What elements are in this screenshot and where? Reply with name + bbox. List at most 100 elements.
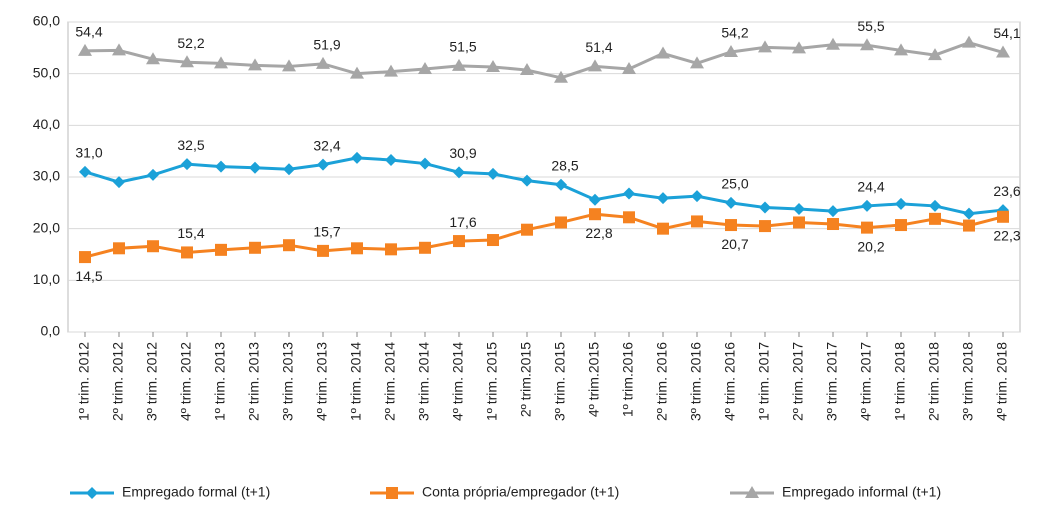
data-point bbox=[146, 52, 160, 65]
data-point bbox=[521, 174, 533, 187]
data-point bbox=[827, 218, 839, 231]
data-point bbox=[452, 58, 466, 71]
data-point bbox=[214, 56, 228, 69]
y-tick-label: 40,0 bbox=[33, 116, 60, 132]
data-point bbox=[385, 243, 397, 256]
data-point bbox=[79, 165, 91, 178]
data-point bbox=[282, 59, 296, 72]
data-point bbox=[215, 160, 227, 173]
data-label: 54,1 bbox=[993, 25, 1020, 41]
data-point bbox=[759, 220, 771, 233]
data-label: 28,5 bbox=[551, 157, 578, 173]
data-point bbox=[249, 241, 261, 254]
x-tick-label: 3º trim. 2016 bbox=[688, 342, 704, 421]
data-point bbox=[826, 37, 840, 50]
data-point bbox=[453, 166, 465, 179]
data-point bbox=[147, 240, 159, 253]
data-label: 54,4 bbox=[75, 24, 102, 40]
data-point bbox=[419, 157, 431, 170]
data-point bbox=[486, 59, 500, 72]
data-label: 54,2 bbox=[721, 25, 748, 41]
series-line bbox=[84, 212, 1004, 259]
data-label: 30,9 bbox=[449, 145, 476, 161]
x-tick-label: 3º trim. 2012 bbox=[144, 342, 160, 421]
data-point bbox=[895, 219, 907, 232]
data-point bbox=[962, 35, 976, 48]
series-line bbox=[84, 156, 1004, 216]
x-tick-label: 3º trim. 2018 bbox=[960, 342, 976, 421]
x-tick-label: 1º trim. 2018 bbox=[892, 342, 908, 421]
data-label: 52,2 bbox=[177, 35, 204, 51]
legend-label: Empregado formal (t+1) bbox=[122, 484, 270, 500]
x-tick-label: 1º trim. 2015 bbox=[484, 342, 500, 421]
data-point bbox=[894, 43, 908, 56]
data-point bbox=[657, 222, 669, 235]
x-tick-label: 4º trim. 2017 bbox=[858, 342, 874, 421]
x-tick-label: 2º trim. 2016 bbox=[654, 342, 670, 421]
data-point bbox=[963, 207, 975, 220]
x-tick-label: 1º trim. 2017 bbox=[756, 342, 772, 421]
data-point bbox=[725, 196, 737, 209]
data-label: 17,6 bbox=[449, 214, 476, 230]
data-point bbox=[180, 55, 194, 68]
data-label: 23,6 bbox=[993, 183, 1020, 199]
data-label: 22,8 bbox=[585, 225, 612, 241]
data-point bbox=[725, 219, 737, 232]
data-point bbox=[78, 43, 92, 56]
x-tick-label: 2º trim.2015 bbox=[518, 342, 534, 417]
data-point bbox=[963, 219, 975, 232]
data-label: 32,4 bbox=[313, 137, 340, 153]
data-label: 51,9 bbox=[313, 37, 340, 53]
data-point bbox=[215, 243, 227, 256]
data-point bbox=[419, 241, 431, 254]
data-label: 25,0 bbox=[721, 176, 748, 192]
series-line bbox=[84, 41, 1004, 80]
data-label: 20,7 bbox=[721, 236, 748, 252]
data-point bbox=[418, 62, 432, 75]
x-tick-label: 2º trim. 2018 bbox=[926, 342, 942, 421]
data-point bbox=[351, 242, 363, 255]
data-point bbox=[861, 221, 873, 234]
data-label: 20,2 bbox=[857, 238, 884, 254]
data-point bbox=[860, 38, 874, 51]
data-point bbox=[827, 205, 839, 218]
data-point bbox=[453, 235, 465, 248]
data-point bbox=[589, 208, 601, 221]
x-tick-label: 2º trim. 2012 bbox=[110, 342, 126, 421]
data-label: 22,3 bbox=[993, 227, 1020, 243]
data-point bbox=[996, 45, 1010, 58]
data-label: 55,5 bbox=[857, 18, 884, 34]
data-point bbox=[487, 167, 499, 180]
data-point bbox=[113, 176, 125, 189]
data-point bbox=[929, 199, 941, 212]
data-point bbox=[724, 44, 738, 57]
data-point bbox=[759, 201, 771, 214]
data-point bbox=[79, 251, 91, 264]
data-point bbox=[555, 216, 567, 229]
x-tick-label: 4º trim. 2012 bbox=[178, 342, 194, 421]
data-point bbox=[487, 234, 499, 247]
data-point bbox=[622, 62, 636, 75]
data-point bbox=[793, 216, 805, 229]
x-tick-label: 1º trim.2016 bbox=[620, 342, 636, 417]
data-point bbox=[657, 192, 669, 205]
data-point bbox=[929, 212, 941, 225]
data-point bbox=[691, 190, 703, 203]
y-tick-label: 0,0 bbox=[41, 323, 61, 339]
data-point bbox=[112, 43, 126, 56]
legend-marker bbox=[745, 486, 759, 498]
x-tick-label: 2º trim. 2014 bbox=[382, 342, 398, 421]
data-point bbox=[623, 187, 635, 200]
legend-label: Conta própria/empregador (t+1) bbox=[422, 484, 619, 500]
legend-marker bbox=[386, 487, 398, 499]
data-label: 51,4 bbox=[585, 39, 612, 55]
data-point bbox=[385, 153, 397, 166]
x-tick-label: 4º trim.2015 bbox=[586, 342, 602, 417]
y-tick-label: 10,0 bbox=[33, 271, 60, 287]
data-point bbox=[861, 199, 873, 212]
legend-label: Empregado informal (t+1) bbox=[782, 484, 941, 500]
data-point bbox=[554, 70, 568, 83]
data-point bbox=[758, 40, 772, 53]
data-point bbox=[520, 63, 534, 76]
data-point bbox=[384, 64, 398, 77]
